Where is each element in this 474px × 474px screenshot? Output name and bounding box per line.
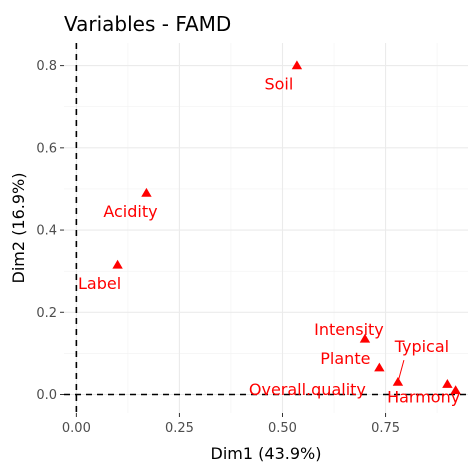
point-marker	[291, 60, 303, 70]
x-tick-label: 0.00	[62, 421, 91, 436]
x-tick-label: 0.50	[268, 421, 297, 436]
x-axis-title: Dim1 (43.9%)	[211, 444, 322, 463]
point-labels: Soil Acidity Label Intensity Plante Typical Ov…	[78, 75, 460, 407]
point-marker	[141, 187, 152, 197]
plot-panel	[64, 43, 468, 413]
reference-lines	[64, 43, 468, 413]
point-label: Harmony	[387, 387, 460, 406]
point-label: Typical	[394, 337, 449, 356]
point-label: Soil	[264, 75, 293, 94]
point-marker	[374, 362, 385, 372]
y-tick-label: 0.2	[36, 306, 57, 321]
y-tick-label: 0.8	[36, 59, 57, 74]
y-tick-label: 0.4	[36, 224, 57, 239]
point-label: Plante	[320, 349, 370, 368]
chart-title: Variables - FAMD	[64, 12, 231, 36]
label-leader-line	[397, 360, 405, 383]
point-marker	[450, 385, 461, 395]
x-axis-ticks: 0.00 0.25 0.50 0.75	[62, 413, 400, 436]
x-tick-label: 0.75	[371, 421, 400, 436]
point-label: Intensity	[314, 320, 384, 339]
y-axis-title: Dim2 (16.9%)	[9, 173, 28, 284]
point-marker	[112, 259, 123, 269]
y-tick-label: 0.0	[36, 388, 57, 403]
point-label: Overall.quality	[249, 380, 366, 399]
y-tick-label: 0.6	[36, 141, 57, 156]
label-connectors	[397, 360, 405, 383]
point-marker	[359, 333, 371, 343]
point-marker	[442, 379, 453, 388]
point-label: Label	[78, 274, 121, 293]
point-label: Acidity	[103, 202, 157, 221]
x-tick-label: 0.25	[165, 421, 194, 436]
y-axis-ticks: 0.0 0.2 0.4 0.6 0.8	[36, 59, 64, 403]
